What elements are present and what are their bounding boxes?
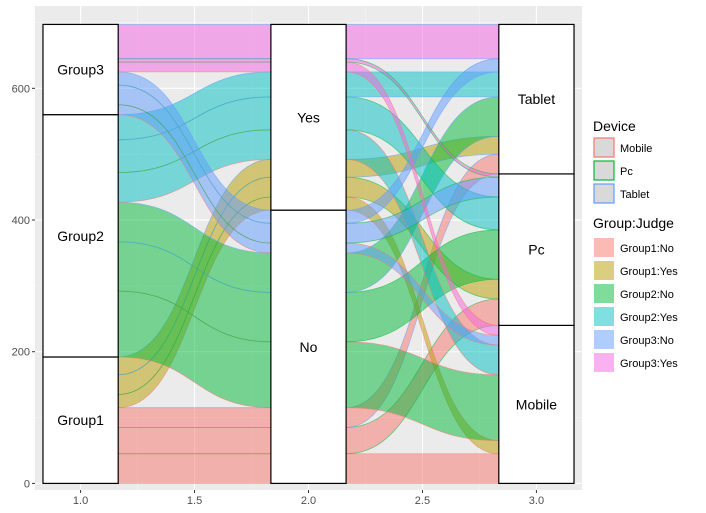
legend-device-key-mobile [593, 137, 615, 158]
y-tick-label: 200 [12, 347, 30, 359]
legend-gj-label-group3-yes: Group3:Yes [620, 358, 678, 370]
legend-device-title: Device [593, 118, 636, 134]
y-tick-label: 400 [12, 215, 30, 227]
stratum-group3-label: Group3 [57, 62, 104, 78]
legend-gj-label-group3-no: Group3:No [620, 335, 674, 347]
stratum-tablet-box [498, 23, 575, 175]
x-tick-label: 1.0 [73, 495, 88, 507]
legend-gj-key-group2-no [594, 284, 614, 303]
legend-gj-key-group1-no [594, 238, 614, 257]
stratum-group2-box [42, 114, 119, 358]
legend-gj-label-group2-no: Group2:No [620, 289, 674, 301]
stratum-no-box [270, 209, 347, 485]
legend-gj-key-group1-yes [594, 261, 614, 280]
legend-gj-key-group3-yes [594, 353, 614, 372]
y-tick-label: 600 [12, 83, 30, 95]
x-tick-label: 3.0 [529, 495, 544, 507]
strata-boxes: Group1 Group2 Group3 No Yes Mobile Pc Tablet [42, 23, 575, 485]
stratum-group3-box [42, 23, 119, 116]
legend-gj-key-group3-no [594, 330, 614, 349]
y-tick-label: 0 [24, 478, 30, 490]
legend-device-key-pc [593, 160, 615, 181]
legend-gj-label-group2-yes: Group2:Yes [620, 312, 678, 324]
flow-group3-yes-tablet-left [117, 24, 272, 60]
stratum-yes-box [270, 23, 347, 211]
stratum-yes-label: Yes [297, 109, 320, 125]
legend-gj-key-group2-yes [594, 307, 614, 326]
flow-group3-yes-tablet-right [345, 24, 500, 60]
flow-group1-no-tablet-left [117, 407, 272, 428]
stratum-group1-label: Group1 [57, 412, 104, 428]
flow-group3-yes-mobile-left [117, 61, 272, 73]
x-tick-label: 2.5 [415, 495, 430, 507]
x-tick-label: 1.5 [187, 495, 202, 507]
legend: Device Mobile Pc Tablet Group:Judge Group1:No… [593, 118, 678, 372]
flow-ribbons [117, 24, 500, 484]
flow-group1-no-mobile-left [117, 453, 272, 484]
stratum-group1-box [42, 356, 119, 485]
stratum-mobile-box [498, 324, 575, 485]
axis-ticks: 1.0 1.5 2.0 2.5 3.0 0 200 400 600 [12, 83, 544, 507]
legend-group-judge-title: Group:Judge [593, 215, 674, 231]
stratum-no-label: No [300, 339, 318, 355]
stratum-group2-label: Group2 [57, 228, 104, 244]
legend-device-label-tablet: Tablet [620, 189, 649, 201]
legend-gj-label-group1-yes: Group1:Yes [620, 266, 678, 278]
legend-device-label-pc: Pc [620, 166, 633, 178]
flow-group1-no-pc-left [117, 427, 272, 455]
legend-device-key-tablet [593, 183, 615, 204]
stratum-tablet-label: Tablet [518, 91, 555, 107]
legend-gj-label-group1-no: Group1:No [620, 243, 674, 255]
stratum-pc-label: Pc [528, 242, 544, 258]
stratum-pc-box [498, 173, 575, 326]
flow-group1-no-mobile-right [345, 453, 500, 484]
stratum-mobile-label: Mobile [516, 396, 557, 412]
x-tick-label: 2.0 [301, 495, 316, 507]
legend-device-label-mobile: Mobile [620, 143, 652, 155]
flow-group3-yes-pc-left [117, 58, 272, 63]
